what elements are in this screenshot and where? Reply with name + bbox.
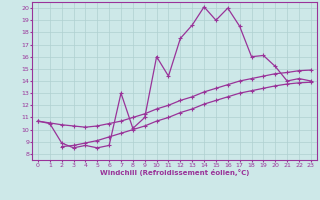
- X-axis label: Windchill (Refroidissement éolien,°C): Windchill (Refroidissement éolien,°C): [100, 169, 249, 176]
